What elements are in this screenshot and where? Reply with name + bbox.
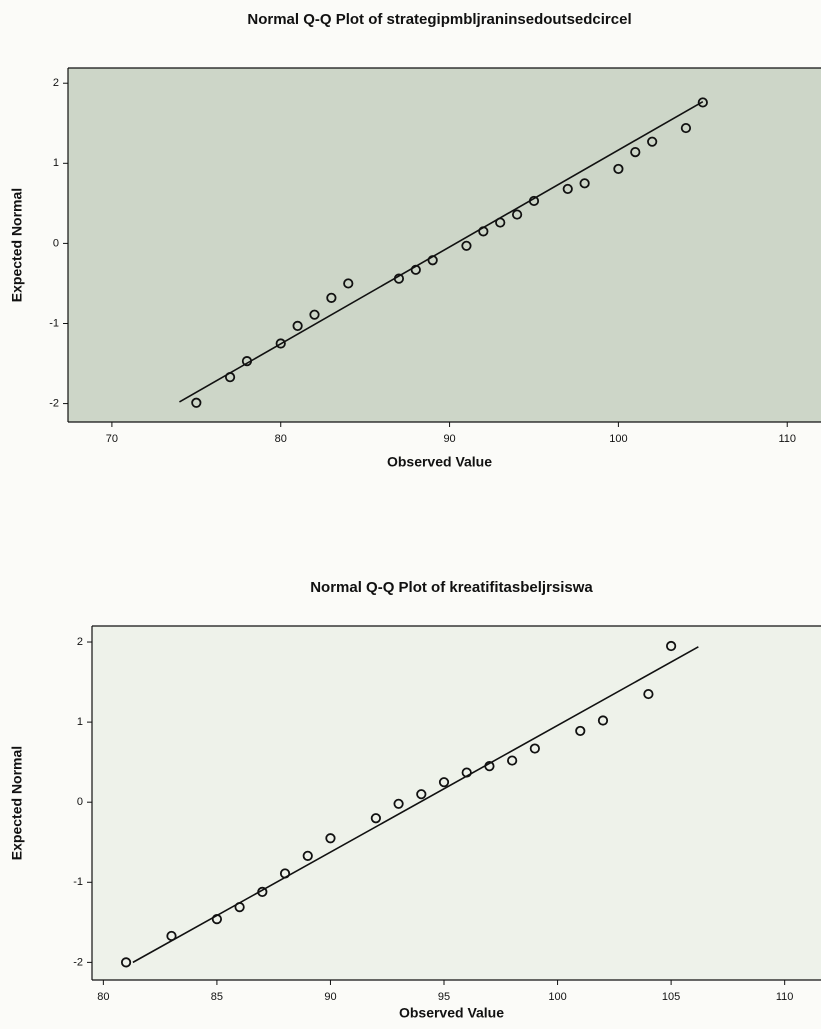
x-axis-label: Observed Value (387, 454, 492, 470)
page: Normal Q-Q Plot of strategipmbljraninsed… (0, 0, 821, 1029)
chart-title: Normal Q-Q Plot of kreatifitasbeljrsiswa (310, 579, 593, 596)
x-tick-label: 90 (443, 433, 455, 445)
x-tick-label: 105 (662, 991, 680, 1003)
y-tick-label: -2 (49, 397, 59, 409)
plot-area (68, 68, 821, 422)
y-tick-label: 1 (77, 716, 83, 728)
y-tick-label: 0 (77, 796, 83, 808)
y-tick-label: -2 (73, 956, 83, 968)
x-tick-label: 100 (609, 433, 627, 445)
y-tick-label: 2 (77, 636, 83, 648)
y-tick-label: -1 (49, 317, 59, 329)
chart-title: Normal Q-Q Plot of strategipmbljraninsed… (247, 11, 631, 28)
x-tick-label: 70 (106, 433, 118, 445)
x-tick-label: 95 (438, 991, 450, 1003)
x-tick-label: 80 (275, 433, 287, 445)
x-tick-label: 100 (548, 991, 566, 1003)
y-tick-label: -1 (73, 876, 83, 888)
plot-area (92, 626, 821, 980)
y-axis-label: Expected Normal (9, 746, 25, 860)
x-tick-label: 80 (97, 991, 109, 1003)
x-tick-label: 85 (211, 991, 223, 1003)
y-tick-label: 1 (53, 157, 59, 169)
x-tick-label: 110 (776, 991, 794, 1003)
x-tick-label: 110 (778, 433, 796, 445)
x-tick-label: 90 (324, 991, 336, 1003)
y-tick-label: 0 (53, 237, 59, 249)
y-axis-label: Expected Normal (9, 188, 25, 302)
x-axis-label: Observed Value (399, 1005, 504, 1021)
y-tick-label: 2 (53, 77, 59, 89)
